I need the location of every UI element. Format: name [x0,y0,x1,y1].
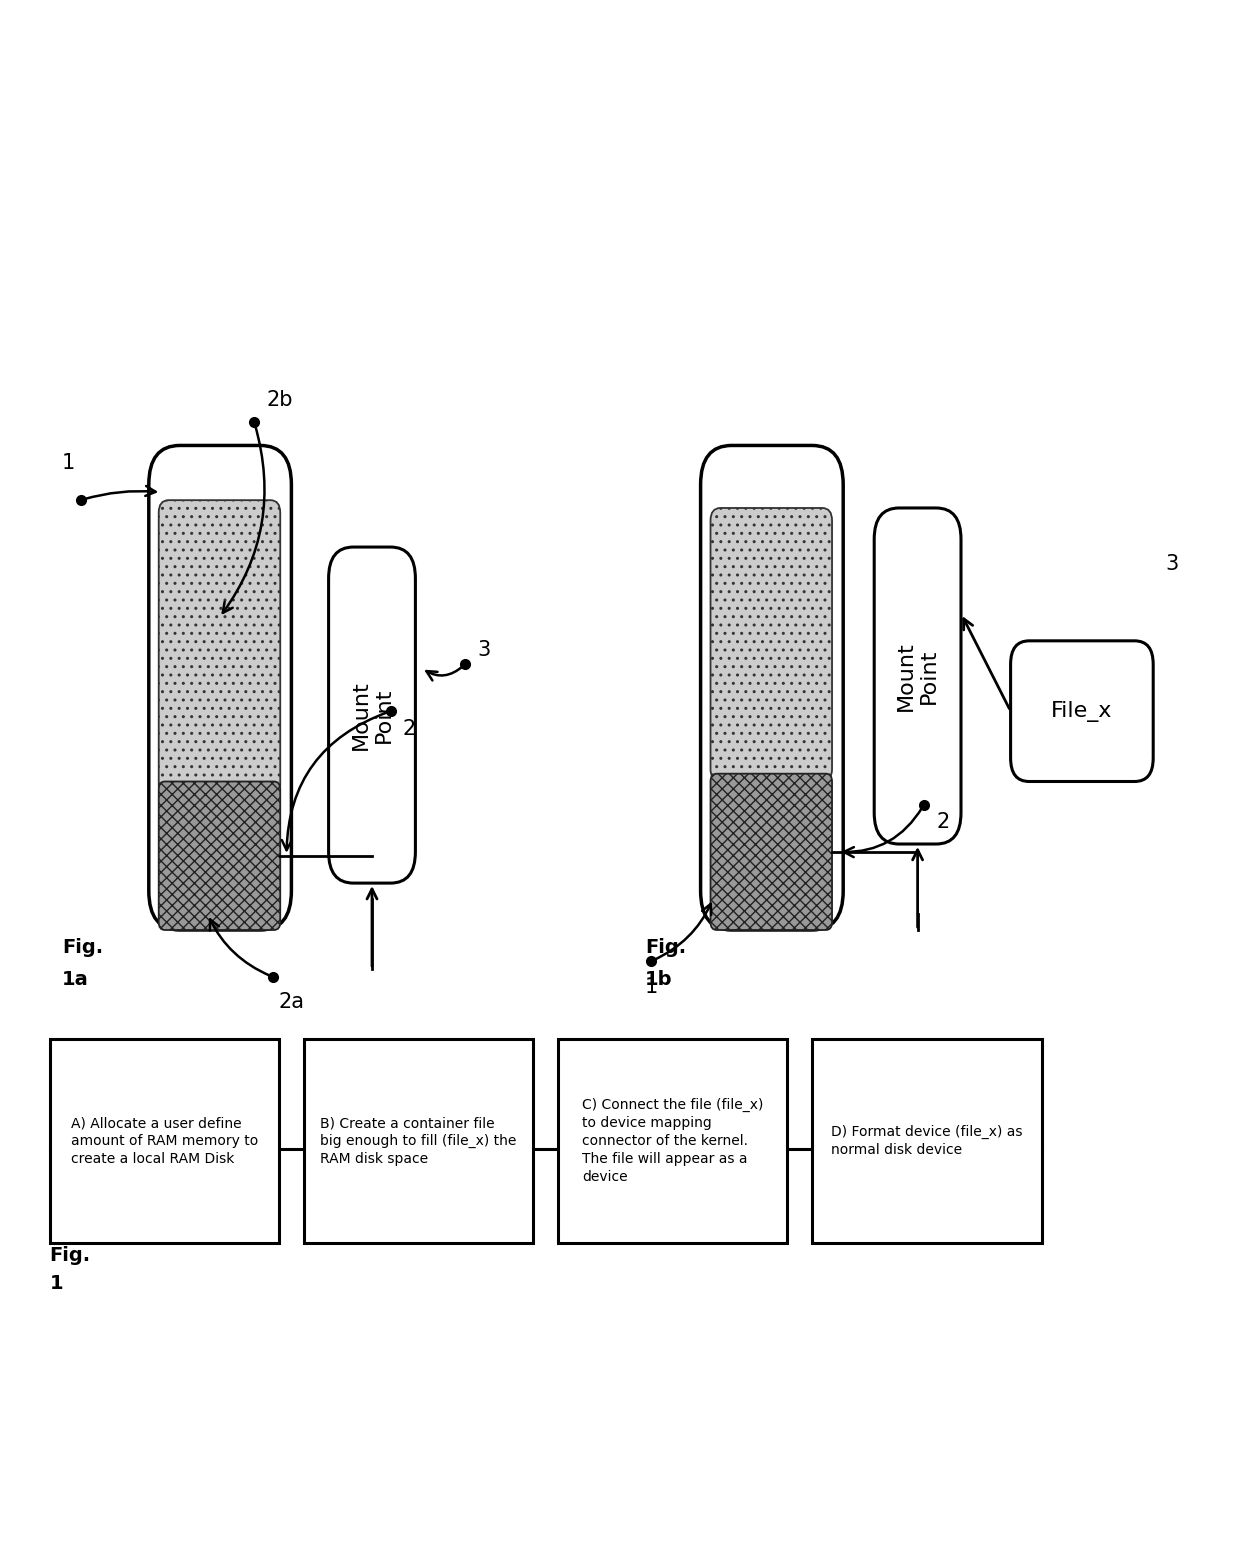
Text: Mount
Point: Mount Point [897,641,939,711]
FancyBboxPatch shape [159,500,280,797]
Text: D) Format device (file_x) as
normal disk device: D) Format device (file_x) as normal disk… [831,1125,1023,1157]
Text: 2: 2 [936,813,950,833]
FancyBboxPatch shape [1011,641,1153,782]
FancyBboxPatch shape [701,445,843,930]
Text: C) Connect the file (file_x)
to device mapping
connector of the kernel.
The file: C) Connect the file (file_x) to device m… [582,1099,764,1183]
FancyBboxPatch shape [711,774,832,930]
FancyBboxPatch shape [329,547,415,883]
Text: 1a: 1a [62,969,89,989]
Text: Mount
Point: Mount Point [351,680,393,750]
Text: 1: 1 [50,1274,63,1294]
Text: Fig.: Fig. [62,938,103,958]
Text: Fig.: Fig. [645,938,686,958]
Bar [304,1039,533,1243]
Text: A) Allocate a user define
amount of RAM memory to
create a local RAM Disk: A) Allocate a user define amount of RAM … [71,1116,258,1166]
Text: 2a: 2a [279,993,305,1013]
Text: 1b: 1b [645,969,672,989]
Text: 3: 3 [1166,555,1179,575]
Bar [50,1039,279,1243]
Text: 2b: 2b [267,391,293,411]
FancyBboxPatch shape [711,508,832,782]
Text: File_x: File_x [1052,700,1112,722]
Text: B) Create a container file
big enough to fill (file_x) the
RAM disk space: B) Create a container file big enough to… [320,1116,517,1166]
Text: 1: 1 [62,453,76,474]
Text: 2: 2 [403,719,417,739]
Bar [558,1039,787,1243]
Text: 3: 3 [477,641,491,661]
Text: Fig.: Fig. [50,1246,91,1266]
FancyBboxPatch shape [874,508,961,844]
FancyBboxPatch shape [159,782,280,930]
FancyBboxPatch shape [149,445,291,930]
Text: 1: 1 [645,977,658,997]
Bar [812,1039,1042,1243]
